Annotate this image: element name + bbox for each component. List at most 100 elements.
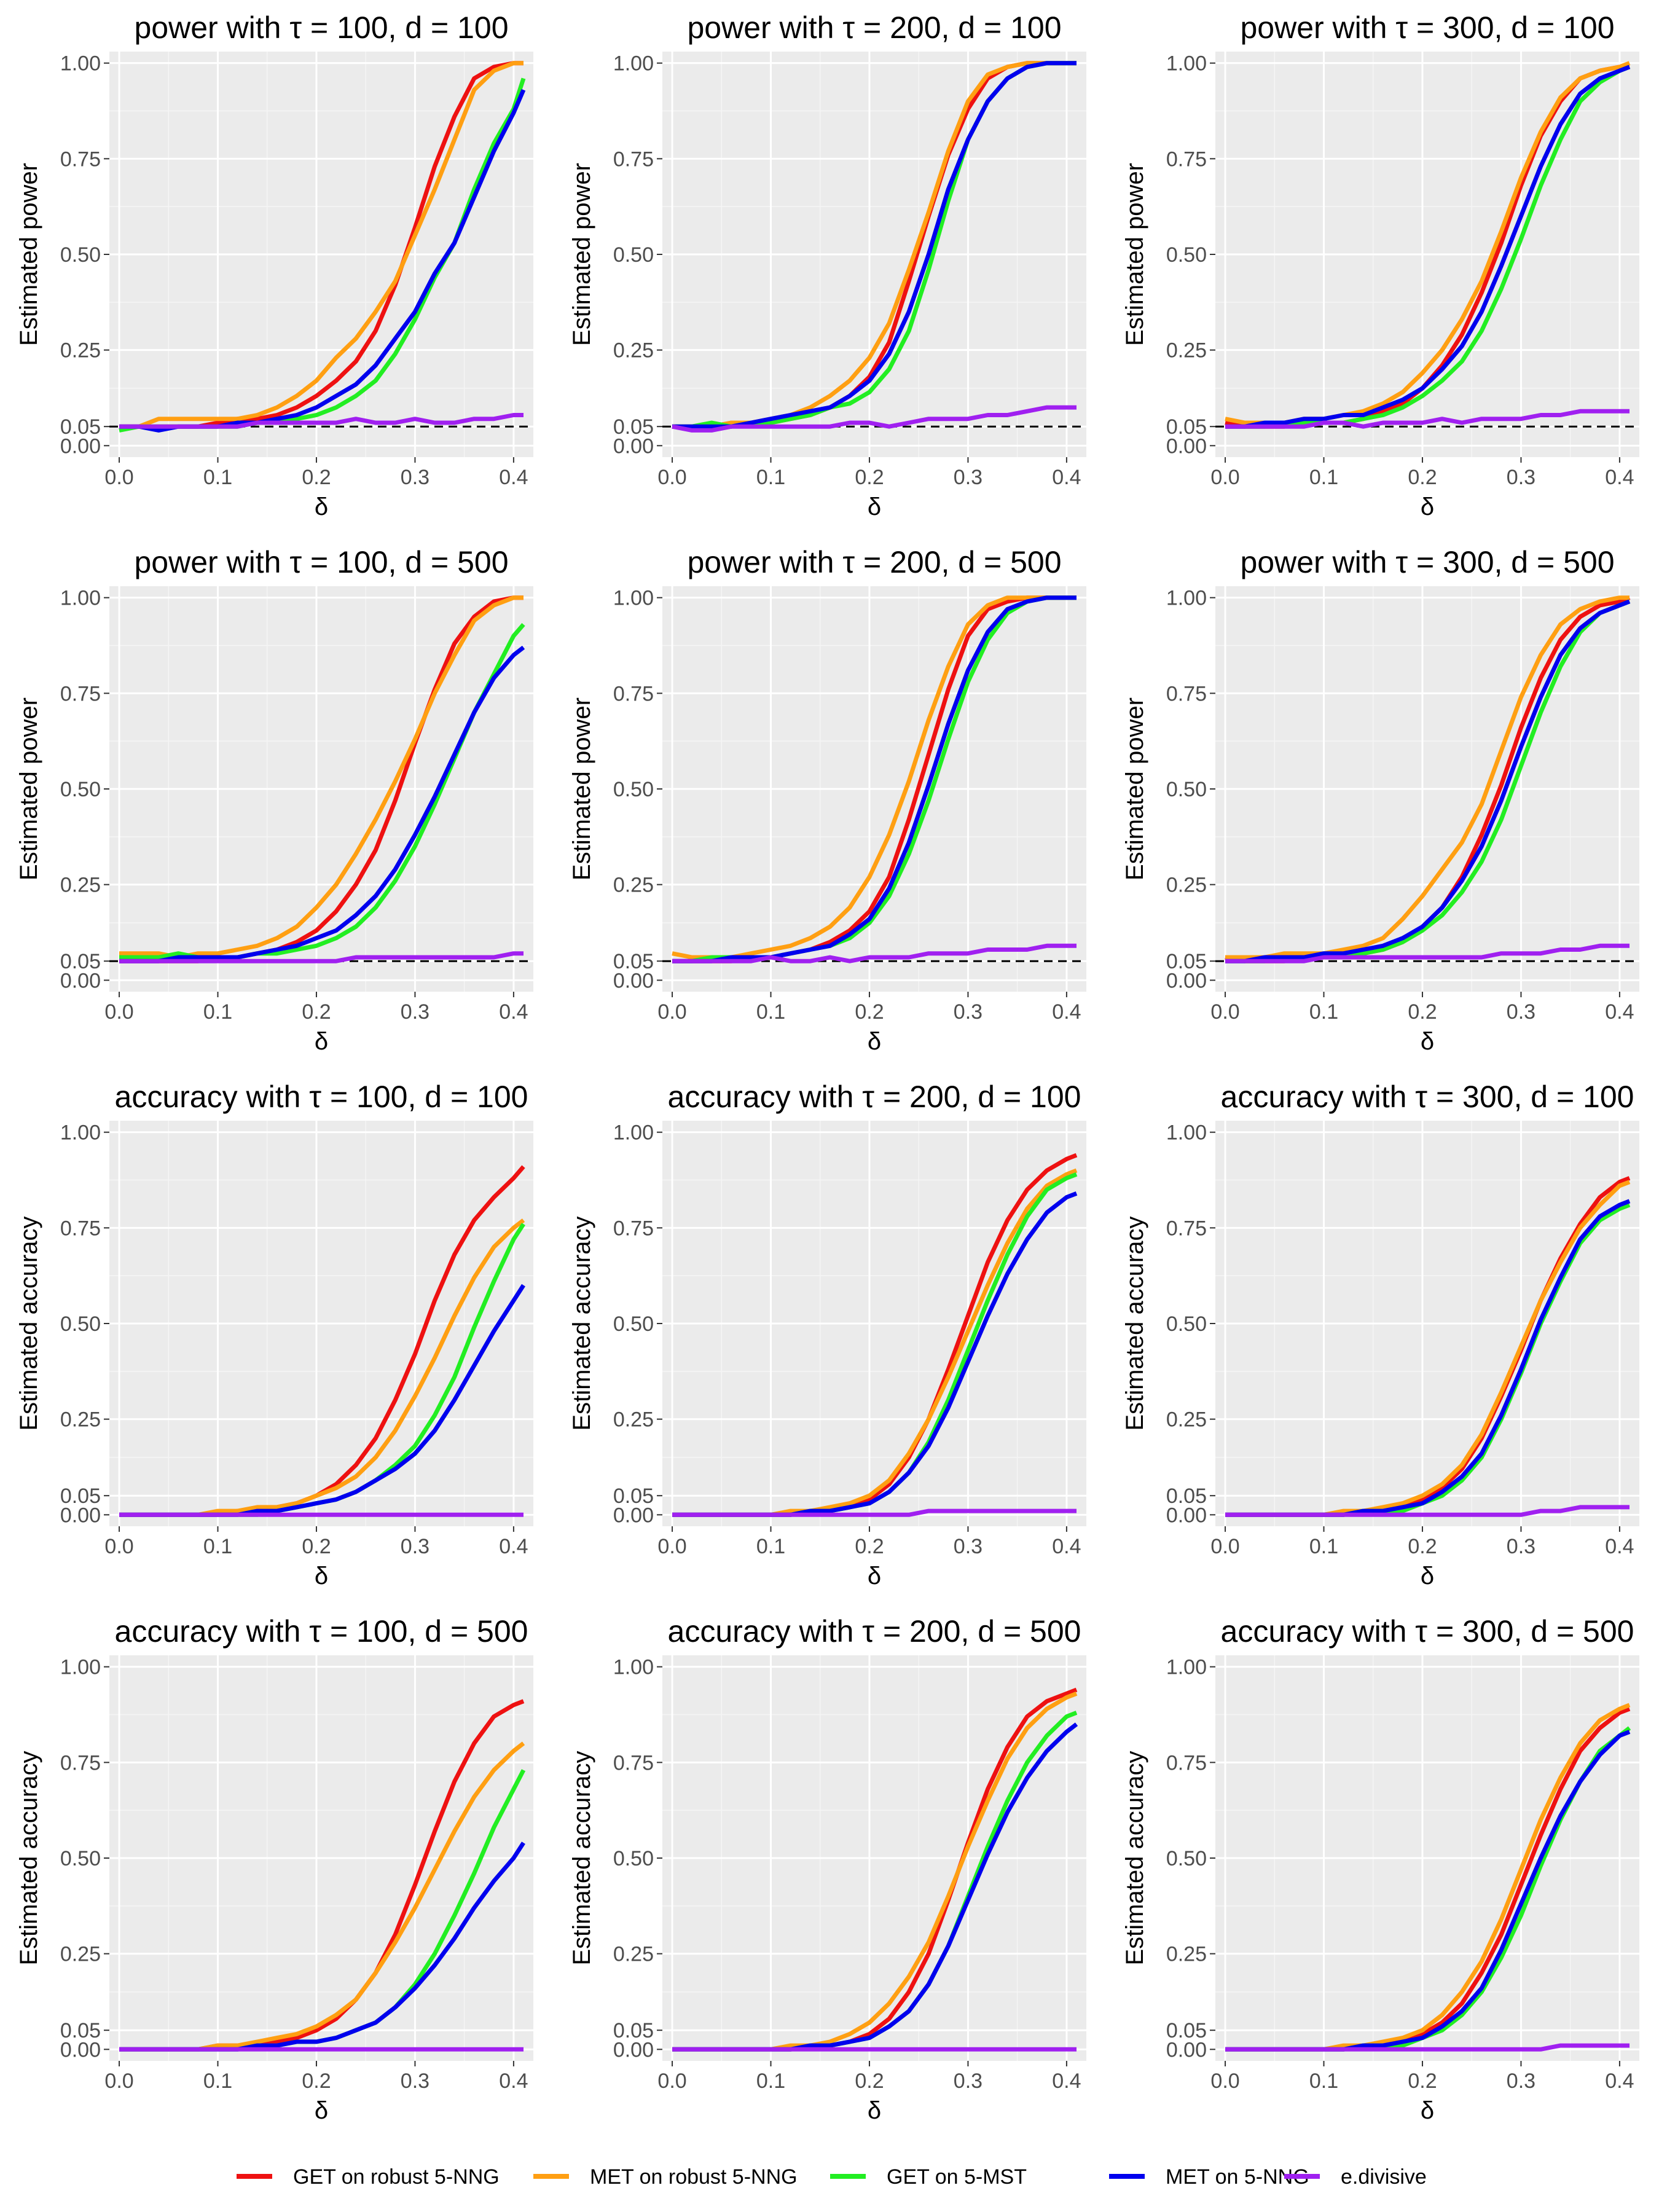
y-tick-label: 1.00: [1166, 1121, 1207, 1145]
panel-10: 0.0 0.1 0.2 0.3 0.4 0.000.05 0.25 0.50 0.75 1.00 a…: [15, 1614, 533, 2124]
panel-11: 0.0 0.1 0.2 0.3 0.4 0.000.05 0.25 0.50 0.75 1.00 a…: [568, 1614, 1086, 2124]
x-tick-label: 0.2: [855, 2069, 884, 2093]
y-tick-label: 1.00: [613, 1656, 654, 1679]
series-line-e-divisive: [672, 943, 1077, 963]
y-axis-label: Estimated power: [15, 697, 42, 880]
legend-label: GET on robust 5-NNG: [293, 2165, 500, 2189]
x-tick-label: 0.0: [104, 2069, 133, 2093]
y-tick-label: 0.05: [60, 415, 101, 439]
y-tick-label: 0.25: [613, 1408, 654, 1432]
x-tick-label: 0.3: [1507, 1535, 1535, 1558]
series-line-met-on-5-nng: [1225, 65, 1631, 429]
series-line-e-divisive: [1225, 943, 1630, 963]
y-axis-label: Estimated accuracy: [1121, 1751, 1148, 1965]
y-axis-label: Estimated accuracy: [1121, 1216, 1148, 1430]
y-tick-label: 1.00: [60, 52, 101, 76]
y-tick-label: 0.75: [613, 682, 654, 705]
x-tick-label: 0.4: [1605, 1000, 1634, 1024]
y-axis-label: Estimated accuracy: [568, 1751, 595, 1965]
y-tick-label: 0.75: [1166, 1751, 1207, 1775]
series-line-e-divisive: [119, 951, 524, 963]
x-axis-label: δ: [1421, 2097, 1434, 2124]
x-tick-label: 0.3: [954, 2069, 982, 2093]
x-tick-label: 0.1: [1309, 466, 1338, 489]
panel-5: 0.0 0.1 0.2 0.3 0.4 0.000.05 0.25 0.50 0.75 1.00 p…: [568, 545, 1086, 1055]
x-tick-label: 0.0: [104, 1535, 133, 1558]
x-tick-label: 0.1: [756, 1535, 785, 1558]
x-tick-label: 0.1: [1309, 1000, 1338, 1024]
x-tick-label: 0.0: [1210, 2069, 1239, 2093]
panel-title: power with τ = 200, d = 500: [687, 545, 1061, 579]
y-tick-label: 0.25: [613, 1943, 654, 1966]
y-tick-label: 1.00: [60, 1656, 101, 1679]
series-line-met-on-robust-5-nng: [1225, 595, 1630, 960]
y-axis-label: Estimated accuracy: [15, 1751, 42, 1965]
y-tick-label: 0.50: [1166, 243, 1207, 267]
panel-9: 0.0 0.1 0.2 0.3 0.4 0.000.05 0.25 0.50 0.75 1.00 a…: [1121, 1080, 1639, 1590]
y-tick-label: 0.05: [60, 950, 101, 973]
y-tick-label: 1.00: [613, 52, 654, 76]
panel-7: 0.0 0.1 0.2 0.3 0.4 0.000.05 0.25 0.50 0.75 1.00 a…: [15, 1080, 533, 1590]
y-tick-label: 0.75: [60, 682, 101, 705]
x-tick-label: 0.0: [657, 2069, 686, 2093]
y-tick-label: 0.25: [1166, 874, 1207, 897]
series-line-met-on-robust-5-nng: [119, 61, 524, 429]
x-tick-label: 0.1: [203, 1535, 232, 1558]
x-tick-label: 0.4: [1605, 466, 1634, 489]
x-tick-label: 0.0: [657, 466, 686, 489]
x-tick-label: 0.0: [104, 466, 133, 489]
y-tick-label: 0.50: [60, 1847, 101, 1870]
x-tick-label: 0.3: [954, 1535, 982, 1558]
series-line-e-divisive: [672, 1508, 1077, 1517]
y-tick-label: 0.25: [1166, 1408, 1207, 1432]
legend-label: MET on robust 5-NNG: [590, 2165, 798, 2189]
x-tick-label: 0.3: [954, 1000, 982, 1024]
x-tick-label: 0.3: [1507, 2069, 1535, 2093]
x-axis-label: δ: [868, 1028, 881, 1055]
y-tick-label: 1.00: [613, 587, 654, 610]
panel-grid: 0.0 0.1 0.2 0.3 0.40.000.050.250.500.751.00p…: [15, 10, 1639, 2124]
y-tick-label: 0.25: [60, 339, 101, 363]
y-axis-label: Estimated accuracy: [568, 1216, 595, 1430]
panel-1: 0.0 0.1 0.2 0.3 0.4 0.000.05 0.25 0.50 0.75 1.00 p…: [15, 10, 533, 520]
x-tick-label: 0.0: [657, 1535, 686, 1558]
y-tick-label: 0.75: [1166, 1217, 1207, 1240]
y-tick-label: 0.75: [1166, 147, 1207, 171]
panel-12: 0.0 0.1 0.2 0.3 0.4 0.000.05 0.25 0.50 0.75 1.00 a…: [1121, 1614, 1639, 2124]
x-tick-label: 0.2: [855, 1535, 884, 1558]
x-tick-label: 0.4: [1605, 1535, 1634, 1558]
x-tick-label: 0.1: [756, 1000, 785, 1024]
y-tick-label: 0.25: [60, 874, 101, 897]
x-tick-label: 0.4: [499, 1535, 528, 1558]
x-tick-label: 0.2: [1408, 2069, 1437, 2093]
y-tick-label: 0.05: [613, 2019, 654, 2042]
series-line-met-on-5-nng: [672, 595, 1077, 963]
y-tick-label: 0.00: [613, 969, 654, 992]
x-tick-label: 0.3: [401, 1535, 429, 1558]
y-tick-label: 0.00: [1166, 1504, 1207, 1527]
x-tick-label: 0.2: [1408, 1535, 1437, 1558]
x-tick-label: 0.1: [203, 1000, 232, 1024]
panel-title: accuracy with τ = 200, d = 500: [668, 1614, 1081, 1649]
x-tick-label: 0.2: [302, 1000, 331, 1024]
y-axis-label: Estimated power: [568, 697, 595, 880]
y-tick-label: 0.75: [613, 1751, 654, 1775]
y-tick-label: 0.00: [60, 1504, 101, 1527]
legend-label: GET on 5-MST: [887, 2165, 1027, 2189]
x-axis-label: δ: [1421, 1028, 1434, 1055]
y-tick-label: 1.00: [1166, 1656, 1207, 1679]
y-tick-label: 0.75: [613, 147, 654, 171]
y-tick-label: 0.50: [1166, 778, 1207, 801]
panel-title: power with τ = 300, d = 100: [1240, 10, 1614, 45]
y-tick-label: 0.05: [60, 2019, 101, 2042]
x-tick-label: 0.2: [1408, 1000, 1437, 1024]
x-axis-label: δ: [1421, 493, 1434, 520]
y-tick-label: 0.00: [1166, 969, 1207, 992]
panel-8: 0.0 0.1 0.2 0.3 0.4 0.000.05 0.25 0.50 0.75 1.00 a…: [568, 1080, 1086, 1590]
x-axis-label: δ: [315, 1563, 328, 1590]
y-tick-label: 0.00: [613, 1504, 654, 1527]
y-tick-label: 0.00: [613, 434, 654, 458]
panel-title: power with τ = 200, d = 100: [687, 10, 1061, 45]
y-tick-label: 0.50: [613, 243, 654, 267]
y-tick-label: 0.05: [613, 415, 654, 439]
